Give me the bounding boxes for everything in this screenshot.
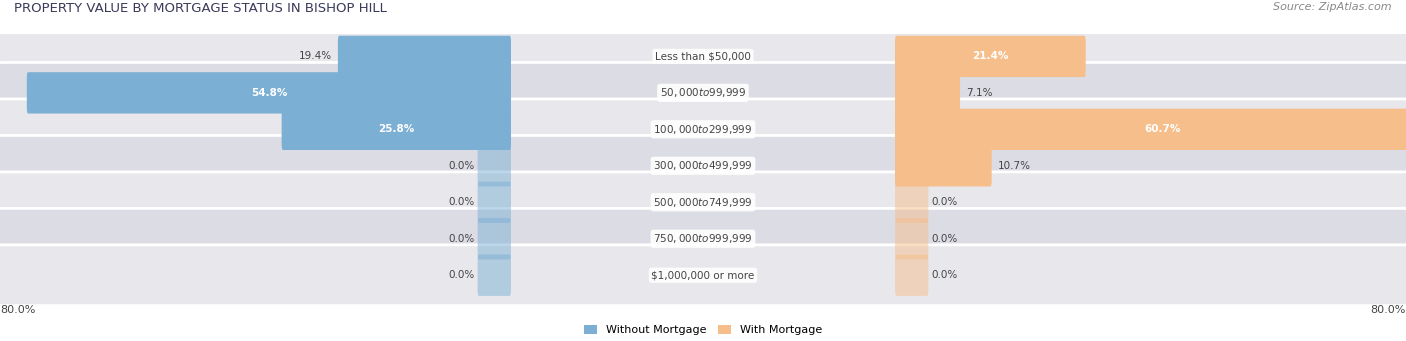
FancyBboxPatch shape — [478, 182, 510, 223]
Text: 80.0%: 80.0% — [1371, 306, 1406, 315]
Text: 0.0%: 0.0% — [449, 270, 475, 280]
Text: 0.0%: 0.0% — [449, 197, 475, 207]
Text: $50,000 to $99,999: $50,000 to $99,999 — [659, 86, 747, 99]
Text: PROPERTY VALUE BY MORTGAGE STATUS IN BISHOP HILL: PROPERTY VALUE BY MORTGAGE STATUS IN BIS… — [14, 2, 387, 15]
Text: Source: ZipAtlas.com: Source: ZipAtlas.com — [1274, 2, 1392, 12]
Text: 21.4%: 21.4% — [972, 51, 1008, 61]
Text: 60.7%: 60.7% — [1144, 124, 1181, 134]
Text: 7.1%: 7.1% — [966, 88, 993, 98]
FancyBboxPatch shape — [896, 109, 1406, 150]
FancyBboxPatch shape — [478, 254, 510, 296]
Text: 10.7%: 10.7% — [997, 161, 1031, 171]
Text: 0.0%: 0.0% — [932, 234, 957, 244]
FancyBboxPatch shape — [0, 99, 1406, 160]
FancyBboxPatch shape — [478, 218, 510, 260]
Text: 54.8%: 54.8% — [250, 88, 287, 98]
FancyBboxPatch shape — [478, 145, 510, 187]
FancyBboxPatch shape — [0, 245, 1406, 306]
FancyBboxPatch shape — [27, 72, 510, 114]
Text: 80.0%: 80.0% — [0, 306, 35, 315]
Text: 0.0%: 0.0% — [449, 234, 475, 244]
FancyBboxPatch shape — [0, 208, 1406, 269]
FancyBboxPatch shape — [0, 172, 1406, 233]
FancyBboxPatch shape — [896, 182, 928, 223]
FancyBboxPatch shape — [896, 254, 928, 296]
Text: 25.8%: 25.8% — [378, 124, 415, 134]
Text: 19.4%: 19.4% — [299, 51, 332, 61]
Text: $500,000 to $749,999: $500,000 to $749,999 — [654, 196, 752, 209]
FancyBboxPatch shape — [896, 218, 928, 260]
FancyBboxPatch shape — [0, 62, 1406, 123]
FancyBboxPatch shape — [896, 145, 991, 187]
FancyBboxPatch shape — [896, 72, 960, 114]
Text: Less than $50,000: Less than $50,000 — [655, 51, 751, 61]
Legend: Without Mortgage, With Mortgage: Without Mortgage, With Mortgage — [583, 325, 823, 336]
FancyBboxPatch shape — [0, 135, 1406, 196]
FancyBboxPatch shape — [896, 36, 1085, 77]
FancyBboxPatch shape — [281, 109, 510, 150]
Text: 0.0%: 0.0% — [932, 270, 957, 280]
FancyBboxPatch shape — [0, 26, 1406, 87]
Text: $750,000 to $999,999: $750,000 to $999,999 — [654, 232, 752, 245]
Text: 0.0%: 0.0% — [449, 161, 475, 171]
Text: $100,000 to $299,999: $100,000 to $299,999 — [654, 123, 752, 136]
FancyBboxPatch shape — [337, 36, 510, 77]
Text: $300,000 to $499,999: $300,000 to $499,999 — [654, 159, 752, 172]
Text: 0.0%: 0.0% — [932, 197, 957, 207]
Text: $1,000,000 or more: $1,000,000 or more — [651, 270, 755, 280]
